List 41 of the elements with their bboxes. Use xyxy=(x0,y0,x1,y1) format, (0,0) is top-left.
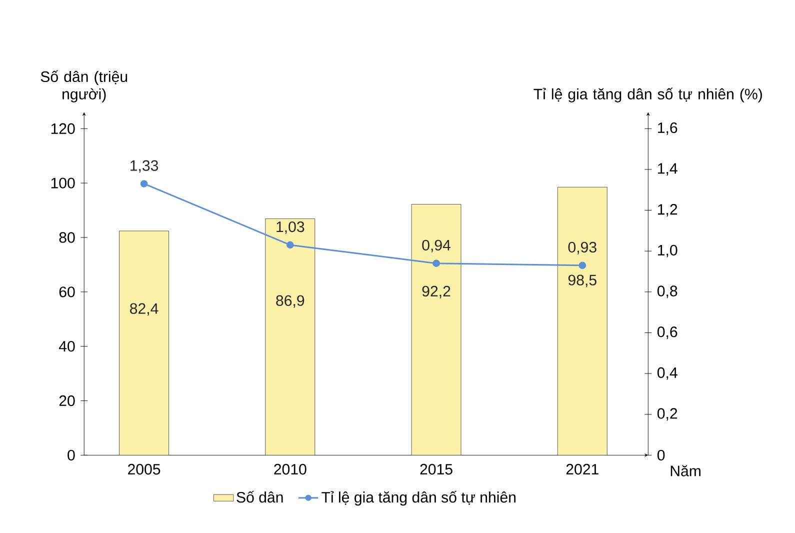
y-tick-label: 100 xyxy=(51,178,75,188)
data-label: 1,33 xyxy=(130,160,158,173)
data-label: 92,2 xyxy=(422,286,450,298)
y-tick-label: 20 xyxy=(59,395,75,406)
data-label: 1,03 xyxy=(276,221,304,234)
point xyxy=(286,241,294,248)
legend-label: Số dân xyxy=(236,490,283,502)
x-tick-label: 2005 xyxy=(128,464,160,474)
y-tick-label: 0 xyxy=(68,450,75,460)
y2-tick-label: 1,0 xyxy=(658,244,678,258)
y2-tick-label: 0,4 xyxy=(657,367,678,380)
y2-tick-label: 0,6 xyxy=(657,326,678,339)
data-label: 86,9 xyxy=(276,295,304,308)
legend-label: Tỉ lệ gia tăng dân số tự nhiên xyxy=(322,490,516,506)
y-tick-label: 120 xyxy=(51,123,75,134)
y-tick-label: 80 xyxy=(59,232,75,243)
y2-axis-title: Tỉ lệ gia tăng dân số tự nhiên (%) xyxy=(534,88,762,102)
x-tick-label: 2010 xyxy=(274,464,306,474)
bar xyxy=(411,204,462,456)
point xyxy=(578,262,586,269)
y-tick-label: 60 xyxy=(59,286,75,298)
data-label: 82,4 xyxy=(130,303,158,316)
point xyxy=(140,180,148,188)
data-label: 0,94 xyxy=(422,240,450,252)
y2-tick-label: 0,2 xyxy=(657,408,678,420)
y2-tick-label: 1,4 xyxy=(658,163,678,176)
y2-tick-label: 0 xyxy=(657,450,665,460)
y2-tick-label: 1,6 xyxy=(658,122,678,135)
y2-tick-label: 0,8 xyxy=(657,286,678,298)
y2-tick-label: 1,2 xyxy=(658,204,678,216)
data-label: 0,93 xyxy=(568,242,596,254)
bar xyxy=(557,186,608,456)
point xyxy=(432,260,440,267)
bar xyxy=(119,230,170,456)
y-axis-title: Số dân (triệu người) xyxy=(40,70,128,102)
data-label: 98,5 xyxy=(568,274,596,288)
x-tick-label: 2015 xyxy=(420,464,452,474)
bar xyxy=(265,218,316,456)
y-tick-label: 40 xyxy=(58,340,75,352)
x-tick-label: 2021 xyxy=(566,464,598,474)
x-axis-title: Năm xyxy=(670,464,700,476)
